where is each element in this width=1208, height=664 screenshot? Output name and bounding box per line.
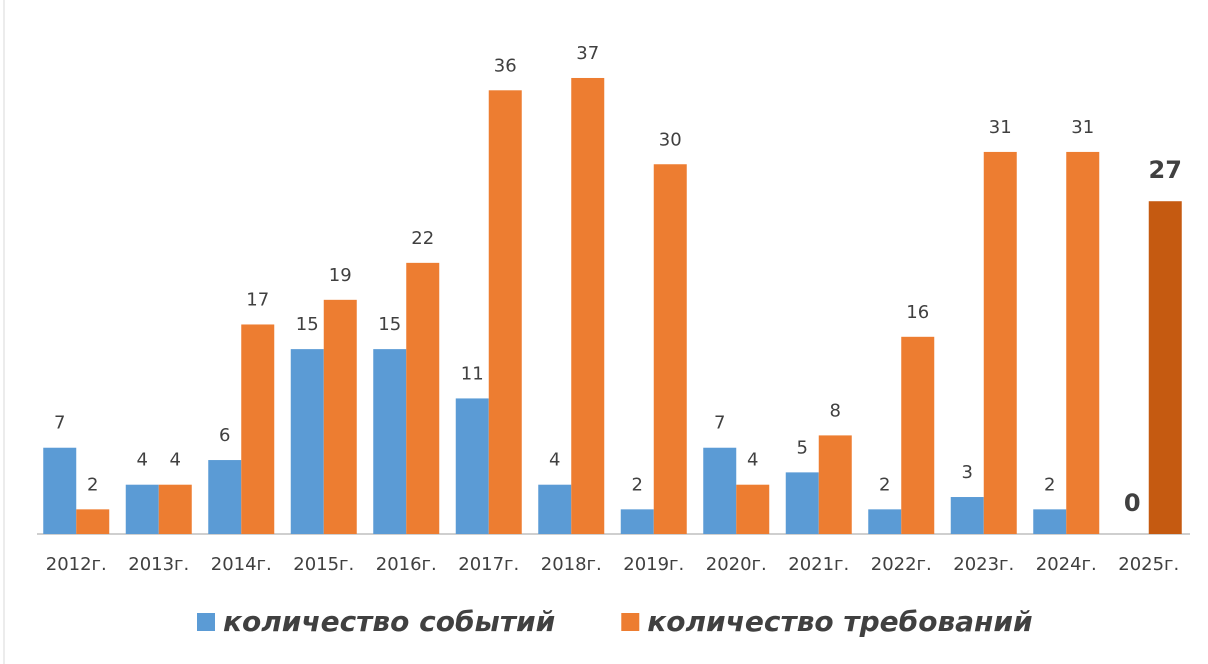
data-label: 2 — [879, 474, 890, 495]
x-tick-label: 2017г. — [458, 554, 519, 575]
data-label: 4 — [170, 450, 181, 471]
bar — [290, 349, 324, 534]
bar — [901, 336, 935, 534]
bar — [241, 324, 275, 534]
data-label: 31 — [1071, 117, 1094, 138]
data-label: 4 — [747, 450, 758, 471]
bar — [950, 497, 984, 534]
data-label: 5 — [797, 437, 808, 458]
bar — [571, 77, 605, 534]
bar — [1033, 509, 1067, 534]
bar — [158, 484, 192, 534]
bar — [76, 509, 110, 534]
x-tick-label: 2022г. — [871, 554, 932, 575]
data-label: 4 — [549, 450, 560, 471]
bar — [653, 164, 687, 534]
x-tick-label: 2012г. — [46, 554, 107, 575]
x-tick-label: 2013г. — [128, 554, 189, 575]
bar — [620, 509, 654, 534]
data-label: 3 — [962, 462, 973, 483]
data-label: 7 — [714, 413, 725, 434]
data-label: 15 — [378, 314, 401, 335]
data-label: 6 — [219, 425, 230, 446]
data-label: 27 — [1149, 156, 1182, 184]
data-label: 37 — [576, 43, 599, 64]
data-label: 11 — [461, 363, 484, 384]
data-label: 4 — [137, 450, 148, 471]
bar — [785, 472, 819, 534]
x-tick-label: 2024г. — [1036, 554, 1097, 575]
bar — [736, 484, 770, 534]
x-tick-label: 2021г. — [788, 554, 849, 575]
x-tick-label: 2020г. — [706, 554, 767, 575]
data-label: 17 — [246, 289, 269, 310]
data-label: 15 — [296, 314, 319, 335]
x-tick-label: 2025г. — [1118, 554, 1179, 575]
data-label: 31 — [989, 117, 1012, 138]
legend-swatch — [197, 613, 215, 631]
x-tick-label: 2023г. — [953, 554, 1014, 575]
bar — [538, 484, 572, 534]
bar — [323, 299, 357, 534]
data-label: 16 — [906, 302, 929, 323]
data-label: 7 — [54, 413, 65, 434]
x-tick-label: 2015г. — [293, 554, 354, 575]
bar — [43, 447, 77, 534]
data-label: 30 — [659, 129, 682, 150]
legend-label: количество событий — [223, 605, 555, 638]
data-label: 2 — [1044, 474, 1055, 495]
data-label: 0 — [1124, 489, 1141, 517]
bar — [406, 262, 440, 534]
x-tick-label: 2019г. — [623, 554, 684, 575]
data-label: 2 — [632, 474, 643, 495]
bar — [373, 349, 407, 534]
bar — [125, 484, 159, 534]
x-tick-label: 2016г. — [376, 554, 437, 575]
bar — [488, 90, 522, 535]
data-label: 8 — [830, 400, 841, 421]
data-label: 19 — [329, 265, 352, 286]
bar — [818, 435, 852, 534]
bar — [703, 447, 737, 534]
bar — [1066, 151, 1100, 535]
data-label: 2 — [87, 474, 98, 495]
x-tick-label: 2018г. — [541, 554, 602, 575]
x-tick-label: 2014г. — [211, 554, 272, 575]
legend-swatch — [621, 613, 640, 631]
legend-label: количество требований — [647, 605, 1032, 638]
data-label: 22 — [411, 228, 434, 249]
data-label: 36 — [494, 55, 517, 76]
bar — [208, 460, 242, 534]
bar — [455, 398, 489, 534]
bar — [1148, 201, 1182, 534]
bar — [983, 151, 1017, 535]
bar — [868, 509, 902, 534]
